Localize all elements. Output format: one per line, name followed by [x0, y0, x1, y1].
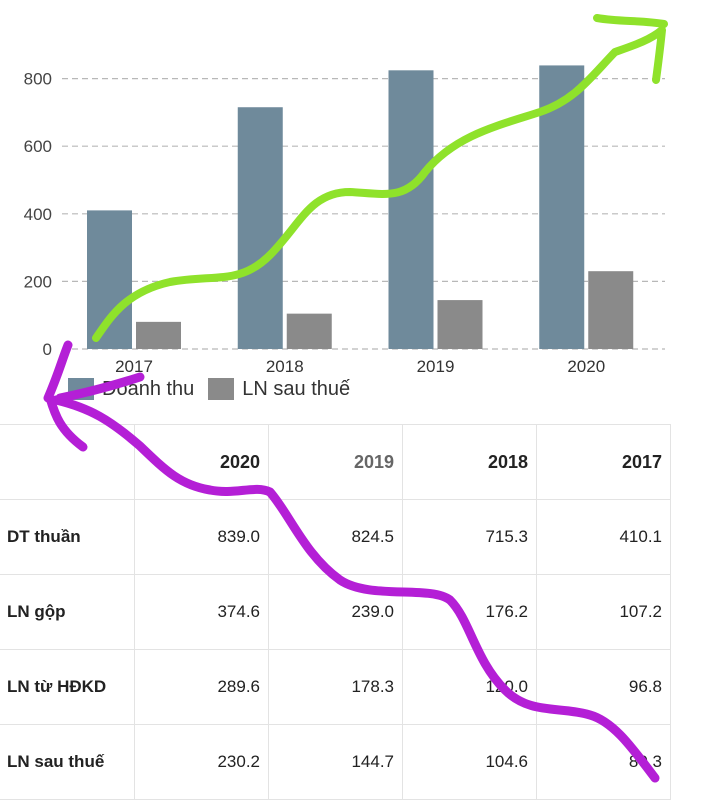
x-tick-label: 2018	[266, 357, 304, 376]
y-tick-label: 400	[24, 205, 52, 224]
cell-value: 80.3	[536, 724, 671, 800]
bar-doanh-thu	[388, 70, 434, 349]
table-header-2019: 2019	[268, 424, 403, 500]
bar-doanh-thu	[87, 210, 132, 349]
cell-value: 239.0	[268, 574, 403, 650]
table-header-2018: 2018	[402, 424, 537, 500]
table-row: DT thuần 839.0 824.5 715.3 410.1	[0, 499, 671, 575]
cell-value: 289.6	[134, 649, 269, 725]
table-row: LN sau thuế 230.2 144.7 104.6 80.3	[0, 724, 671, 800]
row-label: LN gộp	[0, 574, 135, 650]
cell-value: 96.8	[536, 649, 671, 725]
row-label: LN sau thuế	[0, 724, 135, 800]
cell-value: 715.3	[402, 499, 537, 575]
cell-value: 144.7	[268, 724, 403, 800]
cell-value: 176.2	[402, 574, 537, 650]
table-header-2020: 2020	[134, 424, 269, 500]
y-tick-label: 0	[43, 340, 52, 359]
cell-value: 410.1	[536, 499, 671, 575]
bar-doanh-thu	[237, 107, 283, 349]
chart-legend: Doanh thu LN sau thuế	[68, 374, 364, 404]
row-label: DT thuần	[0, 499, 135, 575]
y-tick-label: 600	[24, 137, 52, 156]
y-tick-label: 200	[24, 272, 52, 291]
legend-swatch-doanh-thu	[68, 378, 94, 400]
legend-label-doanh-thu: Doanh thu	[102, 377, 195, 400]
legend-item-doanh-thu: Doanh thu	[68, 378, 194, 401]
bar-ln-sau-thue	[588, 271, 634, 349]
bar-ln-sau-thue	[286, 313, 332, 349]
table-header-empty	[0, 424, 135, 500]
table-header-row: 2020 2019 2018 2017	[0, 424, 671, 500]
bar-ln-sau-thue	[437, 300, 483, 349]
cell-value: 120.0	[402, 649, 537, 725]
financial-table: 2020 2019 2018 2017 DT thuần 839.0 824.5…	[0, 424, 671, 800]
cell-value: 824.5	[268, 499, 403, 575]
legend-swatch-ln-sau-thue	[208, 378, 235, 400]
cell-value: 178.3	[268, 649, 403, 725]
legend-label-ln-sau-thue: LN sau thuế	[242, 377, 351, 400]
row-label: LN từ HĐKD	[0, 649, 135, 725]
cell-value: 230.2	[134, 724, 269, 800]
cell-value: 374.6	[134, 574, 269, 650]
y-tick-label: 800	[24, 70, 52, 89]
x-tick-label: 2020	[567, 357, 605, 376]
table-header-2017: 2017	[536, 424, 671, 500]
cell-value: 104.6	[402, 724, 537, 800]
table-row: LN gộp 374.6 239.0 176.2 107.2	[0, 574, 671, 650]
bar-doanh-thu	[539, 65, 585, 349]
x-tick-label: 2019	[417, 357, 455, 376]
bar-ln-sau-thue	[136, 321, 181, 349]
cell-value: 107.2	[536, 574, 671, 650]
cell-value: 839.0	[134, 499, 269, 575]
table-row: LN từ HĐKD 289.6 178.3 120.0 96.8	[0, 649, 671, 725]
legend-item-ln-sau-thue: LN sau thuế	[208, 378, 350, 401]
